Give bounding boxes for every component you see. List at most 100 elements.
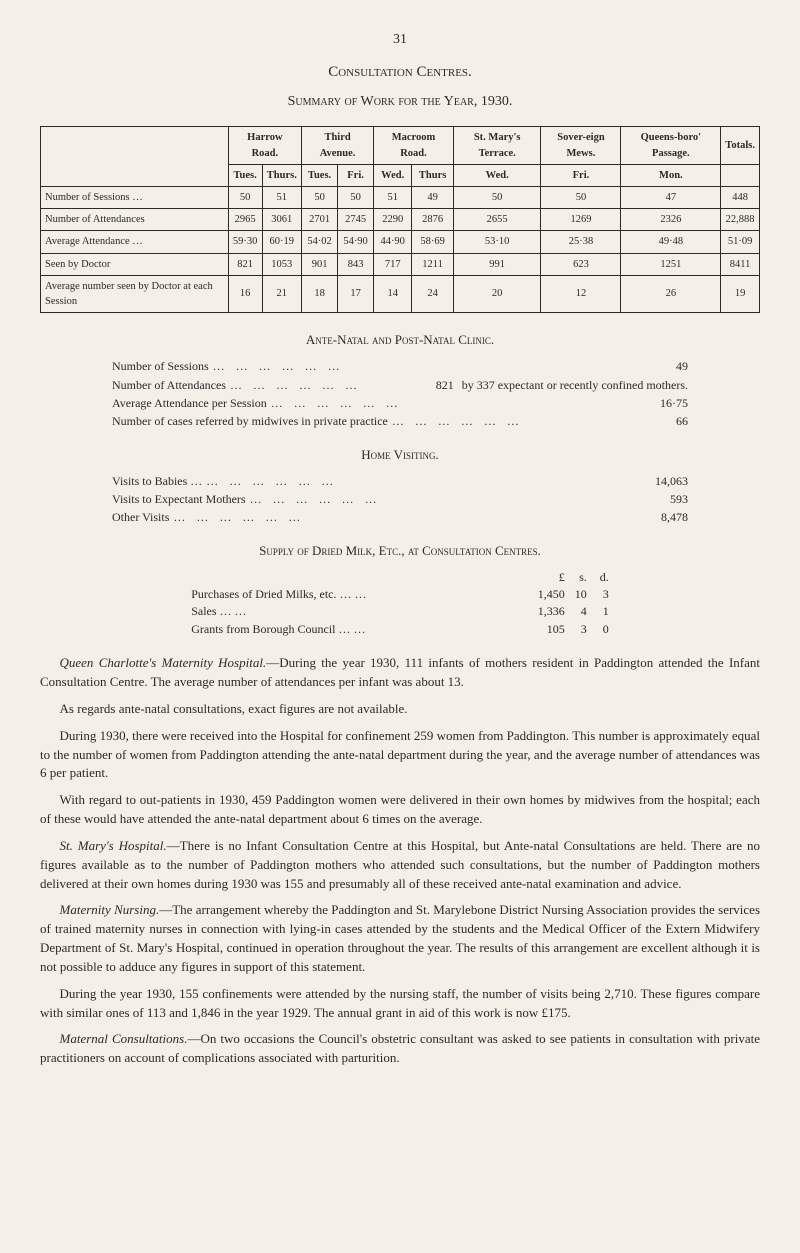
table-cell: 21 xyxy=(262,275,302,312)
finance-header-l: £ xyxy=(521,569,565,586)
stat-value: 14,063 xyxy=(638,473,688,490)
table-head: Harrow Road. Third Avenue. Macroom Road.… xyxy=(41,127,760,187)
table-cell: 54·02 xyxy=(302,231,338,253)
col-queensboro: Queens-boro' Passage. xyxy=(621,127,721,164)
row-label: Seen by Doctor xyxy=(41,253,229,275)
body-paragraph: During the year 1930, 155 confinements w… xyxy=(40,985,760,1023)
stat-dots: … … … … … … xyxy=(173,509,634,527)
table-cell: 50 xyxy=(338,187,374,209)
table-cell: 2965 xyxy=(228,209,262,231)
stat-line: Average Attendance per Session… … … … … … xyxy=(112,395,688,413)
table-cell: 1053 xyxy=(262,253,302,275)
finance-pounds: 105 xyxy=(521,621,565,638)
table-cell: 18 xyxy=(302,275,338,312)
table-cell: 901 xyxy=(302,253,338,275)
sub-tues1: Tues. xyxy=(228,164,262,186)
table-row: Seen by Doctor82110539018437171211991623… xyxy=(41,253,760,275)
finance-label: Purchases of Dried Milks, etc. … … xyxy=(191,586,521,603)
body-paragraph: During 1930, there were received into th… xyxy=(40,727,760,784)
sub-wed1: Wed. xyxy=(374,164,412,186)
stat-value: 66 xyxy=(638,413,688,430)
paragraph-lead: Maternal Consultations. xyxy=(60,1031,188,1046)
stat-note: by 337 expectant or recently confined mo… xyxy=(462,377,688,394)
finance-label: Grants from Borough Council … … xyxy=(191,621,521,638)
stat-line: Number of Attendances… … … … … …821by 33… xyxy=(112,377,688,395)
stat-line: Visits to Expectant Mothers… … … … … …59… xyxy=(112,491,688,509)
col-third: Third Avenue. xyxy=(302,127,374,164)
table-cell: 16 xyxy=(228,275,262,312)
col-sovereign: Sover-eign Mews. xyxy=(541,127,621,164)
row-label: Average Attendance … xyxy=(41,231,229,253)
body-paragraph: As regards ante-natal consultations, exa… xyxy=(40,700,760,719)
paragraph-lead: St. Mary's Hospital. xyxy=(60,838,167,853)
table-cell: 24 xyxy=(412,275,454,312)
page-title: Consultation Centres. xyxy=(40,62,760,84)
table-corner xyxy=(41,127,229,187)
table-cell: 17 xyxy=(338,275,374,312)
summary-table: Harrow Road. Third Avenue. Macroom Road.… xyxy=(40,126,760,313)
stat-label: Visits to Expectant Mothers xyxy=(112,491,246,508)
finance-pence: 1 xyxy=(587,603,609,620)
paragraph-text: During 1930, there were received into th… xyxy=(40,728,760,781)
table-row: Average number seen by Doctor at each Se… xyxy=(41,275,760,312)
sub-fri2: Fri. xyxy=(541,164,621,186)
table-cell: 8411 xyxy=(721,253,760,275)
finance-pence: 3 xyxy=(587,586,609,603)
table-cell: 2655 xyxy=(453,209,541,231)
stat-value: 821 xyxy=(404,377,454,394)
table-cell: 2326 xyxy=(621,209,721,231)
table-row: Average Attendance …59·3060·1954·0254·90… xyxy=(41,231,760,253)
stat-line: Number of Sessions… … … … … …49 xyxy=(112,358,688,376)
stat-line: Visits to Babies …… … … … … …14,063 xyxy=(112,473,688,491)
finance-pence: 0 xyxy=(587,621,609,638)
table-cell: 51 xyxy=(374,187,412,209)
table-cell: 821 xyxy=(228,253,262,275)
table-cell: 623 xyxy=(541,253,621,275)
table-cell: 60·19 xyxy=(262,231,302,253)
table-cell: 44·90 xyxy=(374,231,412,253)
stat-value: 8,478 xyxy=(638,509,688,526)
stat-label: Average Attendance per Session xyxy=(112,395,267,412)
table-cell: 50 xyxy=(541,187,621,209)
table-cell: 22,888 xyxy=(721,209,760,231)
stat-label: Other Visits xyxy=(112,509,169,526)
table-cell: 843 xyxy=(338,253,374,275)
table-cell: 51·09 xyxy=(721,231,760,253)
stat-dots: … … … … … … xyxy=(392,413,634,431)
stat-label: Visits to Babies … xyxy=(112,473,202,490)
table-cell: 47 xyxy=(621,187,721,209)
table-cell: 2290 xyxy=(374,209,412,231)
sub-fri1: Fri. xyxy=(338,164,374,186)
paragraph-text: With regard to out-patients in 1930, 459… xyxy=(40,792,760,826)
page-number: 31 xyxy=(40,30,760,50)
col-harrow: Harrow Road. xyxy=(228,127,301,164)
table-cell: 54·90 xyxy=(338,231,374,253)
table-row: Number of Sessions …50515050514950504744… xyxy=(41,187,760,209)
stat-dots: … … … … … … xyxy=(250,491,634,509)
finance-label: Sales … … xyxy=(191,603,521,620)
finance-row: Sales … …1,33641 xyxy=(191,603,609,620)
stat-value: 49 xyxy=(638,358,688,375)
paragraph-lead: Maternity Nursing. xyxy=(60,902,160,917)
table-cell: 3061 xyxy=(262,209,302,231)
stat-label: Number of Sessions xyxy=(112,358,209,375)
table-cell: 717 xyxy=(374,253,412,275)
finance-header: £ s. d. xyxy=(191,569,609,586)
table-cell: 59·30 xyxy=(228,231,262,253)
page-subtitle: Summary of Work for the Year, 1930. xyxy=(40,92,760,112)
table-header-row-1: Harrow Road. Third Avenue. Macroom Road.… xyxy=(41,127,760,164)
table-cell: 50 xyxy=(228,187,262,209)
row-label: Number of Sessions … xyxy=(41,187,229,209)
paragraph-text: During the year 1930, 155 confinements w… xyxy=(40,986,760,1020)
table-cell: 53·10 xyxy=(453,231,541,253)
table-cell: 2745 xyxy=(338,209,374,231)
table-cell: 51 xyxy=(262,187,302,209)
col-stmary: St. Mary's Terrace. xyxy=(453,127,541,164)
table-cell: 50 xyxy=(453,187,541,209)
home-visiting-head: Home Visiting. xyxy=(40,446,760,465)
stat-label: Number of Attendances xyxy=(112,377,226,394)
finance-row: Purchases of Dried Milks, etc. … …1,4501… xyxy=(191,586,609,603)
finance-pounds: 1,450 xyxy=(521,586,565,603)
table-body: Number of Sessions …50515050514950504744… xyxy=(41,187,760,313)
table-cell: 50 xyxy=(302,187,338,209)
